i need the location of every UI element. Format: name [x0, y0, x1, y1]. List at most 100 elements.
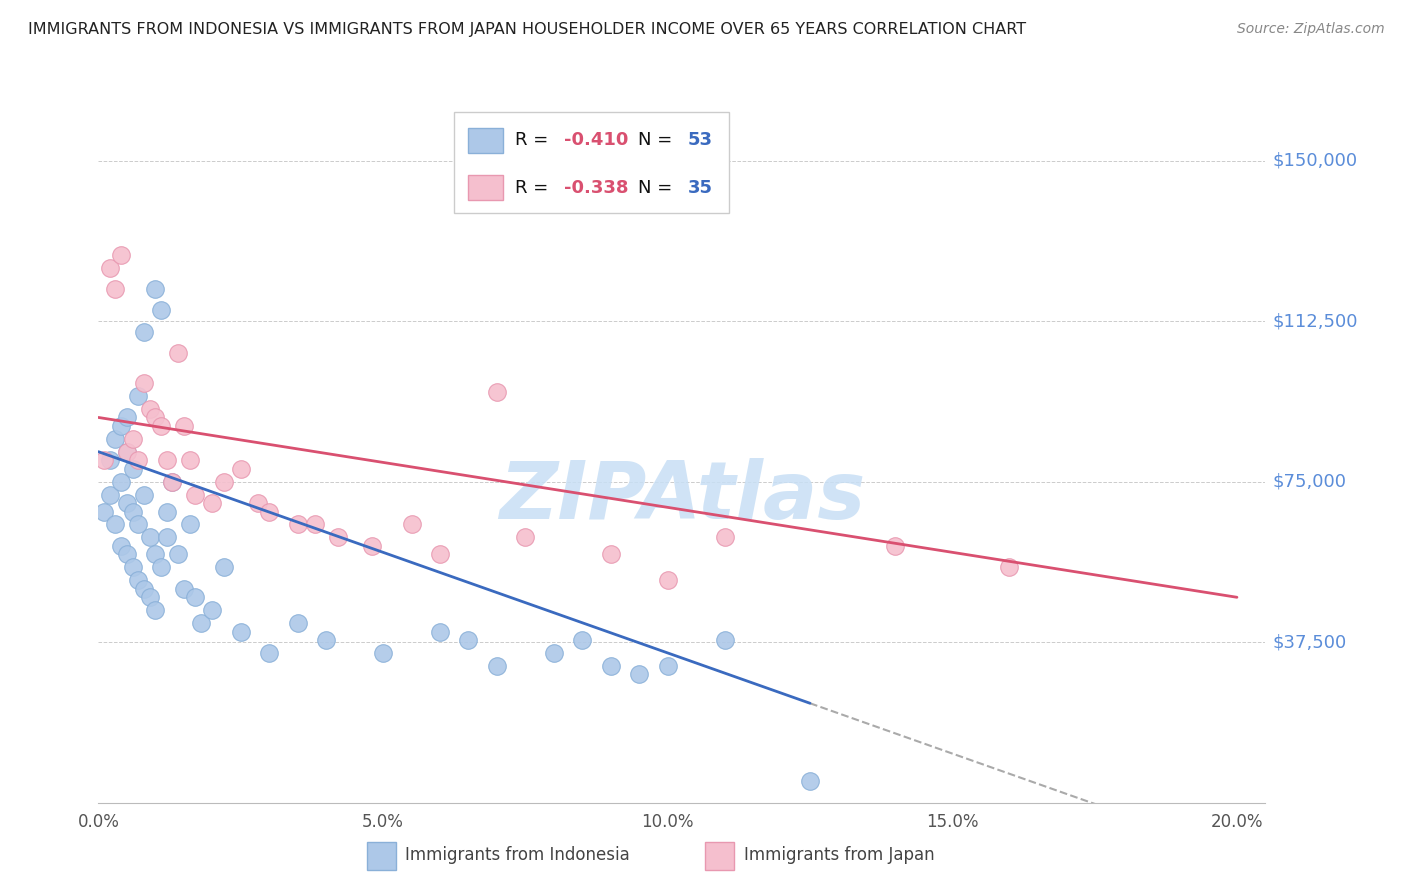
Point [110, 475, 132, 489]
Point [115, 548, 138, 562]
Point [138, 530, 160, 544]
Text: $150,000: $150,000 [1272, 152, 1358, 169]
Bar [367, 842, 396, 871]
Point [162, 475, 184, 489]
Point [304, 517, 326, 532]
Point [127, 453, 149, 467]
Point [599, 658, 621, 673]
Text: Immigrants from Japan: Immigrants from Japan [744, 846, 935, 864]
Point [104, 432, 127, 446]
Point [162, 475, 184, 489]
Point [287, 615, 309, 630]
Point [371, 646, 394, 660]
Point [143, 548, 166, 562]
Point [156, 453, 179, 467]
Point [457, 633, 479, 648]
Point [201, 603, 224, 617]
Point [121, 505, 143, 519]
Bar [468, 175, 503, 200]
Point [167, 346, 190, 360]
Point [287, 517, 309, 532]
Text: -0.410: -0.410 [564, 131, 628, 149]
Point [138, 401, 160, 416]
Point [184, 591, 207, 605]
Text: R =: R = [515, 178, 554, 196]
Text: $37,500: $37,500 [1272, 633, 1347, 651]
Point [150, 560, 173, 574]
Text: 53: 53 [688, 131, 713, 149]
Point [515, 530, 537, 544]
Point [98, 487, 121, 501]
Point [326, 530, 349, 544]
Point [121, 560, 143, 574]
Point [657, 573, 679, 587]
Point [121, 432, 143, 446]
Point [98, 453, 121, 467]
Point [173, 419, 195, 434]
Text: N =: N = [637, 131, 678, 149]
Point [132, 487, 155, 501]
Text: R =: R = [515, 131, 554, 149]
Point [360, 539, 382, 553]
Point [121, 462, 143, 476]
Point [485, 658, 508, 673]
Point [713, 633, 735, 648]
Text: -0.338: -0.338 [564, 178, 628, 196]
Point [115, 410, 138, 425]
Point [156, 505, 179, 519]
Point [998, 560, 1021, 574]
Point [150, 419, 173, 434]
Point [138, 591, 160, 605]
Point [93, 505, 115, 519]
Point [571, 633, 593, 648]
Point [599, 548, 621, 562]
Point [229, 462, 252, 476]
Point [110, 419, 132, 434]
Text: $112,500: $112,500 [1272, 312, 1358, 330]
Point [110, 248, 132, 262]
Point [115, 444, 138, 458]
Point [110, 539, 132, 553]
Point [143, 282, 166, 296]
Point [132, 376, 155, 391]
Point [257, 505, 280, 519]
Point [315, 633, 337, 648]
Point [104, 517, 127, 532]
Point [628, 667, 651, 681]
Point [201, 496, 224, 510]
Point [713, 530, 735, 544]
Point [173, 582, 195, 596]
Point [246, 496, 269, 510]
Point [143, 410, 166, 425]
Bar [706, 842, 734, 871]
Point [167, 548, 190, 562]
Point [98, 260, 121, 275]
Point [543, 646, 565, 660]
Point [115, 496, 138, 510]
Point [429, 624, 451, 639]
Point [184, 487, 207, 501]
Point [127, 517, 149, 532]
Point [212, 475, 235, 489]
Text: 35: 35 [688, 178, 713, 196]
Point [150, 303, 173, 318]
Point [657, 658, 679, 673]
Point [104, 282, 127, 296]
Point [127, 573, 149, 587]
Point [485, 384, 508, 399]
Point [190, 615, 212, 630]
Point [429, 548, 451, 562]
Point [143, 603, 166, 617]
Point [93, 453, 115, 467]
Point [132, 325, 155, 339]
Text: ZIPAtlas: ZIPAtlas [499, 458, 865, 536]
Point [229, 624, 252, 639]
Text: $75,000: $75,000 [1272, 473, 1347, 491]
Point [179, 453, 201, 467]
Point [127, 389, 149, 403]
Point [884, 539, 907, 553]
Text: Source: ZipAtlas.com: Source: ZipAtlas.com [1237, 22, 1385, 37]
Point [179, 517, 201, 532]
Text: IMMIGRANTS FROM INDONESIA VS IMMIGRANTS FROM JAPAN HOUSEHOLDER INCOME OVER 65 YE: IMMIGRANTS FROM INDONESIA VS IMMIGRANTS … [28, 22, 1026, 37]
Point [132, 582, 155, 596]
